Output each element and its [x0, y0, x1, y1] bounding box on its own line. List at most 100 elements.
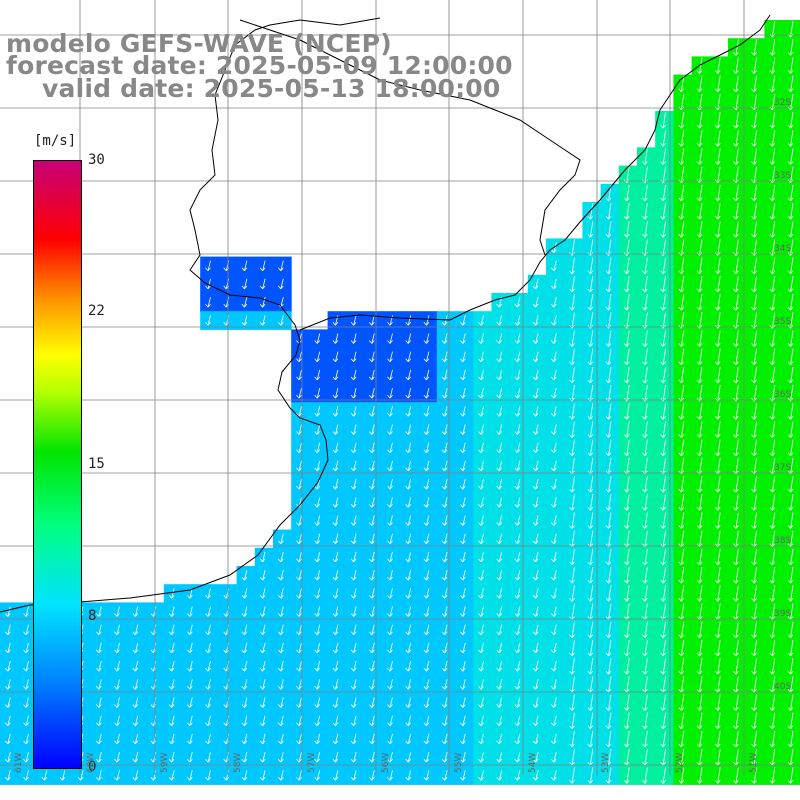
longitude-label: 57W	[307, 752, 317, 773]
latitude-label: 36S	[774, 390, 792, 400]
wind-cell	[782, 420, 800, 440]
wind-cell	[782, 274, 800, 294]
wind-arrow	[678, 184, 685, 202]
wind-arrow	[696, 257, 703, 274]
wind-arrow	[660, 112, 666, 129]
wind-arrow	[605, 257, 612, 274]
wind-arrow	[769, 257, 776, 274]
longitude-label: 56W	[381, 752, 391, 773]
wind-arrow	[696, 130, 703, 147]
wind-arrow	[769, 275, 776, 293]
wind-arrow	[787, 184, 794, 202]
wind-arrow	[569, 275, 575, 293]
wind-arrow	[678, 257, 685, 274]
wind-cell	[782, 675, 800, 694]
wind-arrow	[714, 257, 721, 274]
wind-arrow	[550, 278, 557, 290]
wind-arrow	[587, 221, 594, 238]
wind-arrow	[696, 184, 703, 202]
latitude-label: 35S	[774, 317, 792, 327]
wind-arrow	[714, 184, 721, 202]
wind-cell	[782, 256, 800, 276]
wind-arrow	[569, 294, 575, 311]
wind-arrow	[660, 148, 666, 165]
wind-arrow	[277, 315, 284, 326]
wind-arrow	[696, 203, 703, 220]
wind-arrow	[751, 39, 757, 56]
wind-arrow	[259, 278, 266, 290]
wind-cell	[782, 111, 800, 130]
wind-arrow	[769, 57, 776, 74]
wind-arrow	[623, 221, 630, 238]
wind-arrow	[587, 203, 594, 220]
wind-arrow	[714, 294, 721, 311]
wind-cell	[782, 511, 800, 531]
wind-arrow	[550, 242, 557, 253]
wind-arrow	[550, 315, 557, 326]
wind-arrow	[787, 294, 794, 311]
wind-arrow	[769, 112, 776, 129]
wind-arrow	[696, 294, 703, 311]
wind-cell	[782, 402, 800, 421]
wind-cell	[782, 529, 800, 549]
wind-arrow	[714, 57, 721, 74]
wind-cell	[782, 584, 800, 603]
wind-arrow	[678, 275, 685, 293]
wind-arrow	[751, 203, 757, 220]
wind-arrow	[787, 257, 794, 274]
valid-date: valid date: 2025-05-13 18:00:00	[42, 74, 501, 103]
wind-cell	[782, 493, 800, 512]
wind-arrow	[751, 148, 757, 165]
wind-arrow	[787, 130, 794, 147]
wind-cell	[782, 293, 800, 312]
wind-arrow	[751, 294, 757, 311]
colorbar-unit: [m/s]	[34, 133, 77, 149]
latitude-label: 39S	[774, 609, 792, 619]
wind-cell	[782, 311, 800, 330]
wind-cell	[782, 220, 800, 239]
wind-cell	[782, 711, 800, 731]
longitude-label: 55W	[454, 752, 464, 773]
latitude-label: 37S	[774, 463, 792, 473]
wind-cell	[782, 748, 800, 767]
wind-arrow	[787, 75, 794, 92]
wind-arrow	[660, 130, 666, 147]
colorbar	[33, 160, 82, 769]
wind-arrow	[277, 260, 284, 271]
wind-arrow	[733, 294, 739, 311]
wind-arrow	[623, 203, 630, 220]
wind-arrow	[569, 257, 575, 274]
wind-speed-cells	[0, 20, 800, 785]
wind-arrow	[205, 297, 211, 308]
wind-cell	[782, 475, 800, 494]
wind-arrow	[751, 184, 757, 202]
wind-arrow	[769, 39, 776, 56]
wind-arrow	[623, 275, 630, 293]
wind-arrow	[642, 148, 648, 165]
wind-arrow	[678, 294, 685, 311]
wind-arrow	[605, 221, 612, 238]
wind-cell	[782, 566, 800, 585]
colorbar-tick: 15	[88, 456, 105, 472]
wind-arrow	[751, 112, 757, 129]
wind-arrow	[478, 315, 484, 326]
wind-arrow	[277, 278, 284, 290]
wind-arrow	[259, 315, 266, 326]
wind-arrow	[205, 278, 211, 290]
wind-arrow	[769, 75, 776, 92]
longitude-label: 54W	[528, 752, 538, 773]
wind-arrow	[733, 257, 739, 274]
wind-cell	[782, 693, 800, 713]
wind-arrow	[714, 75, 721, 92]
wind-cell	[782, 202, 800, 221]
wind-arrow	[678, 130, 685, 147]
wind-cell	[782, 766, 800, 785]
wind-arrow	[368, 315, 375, 326]
wind-arrow	[532, 315, 539, 326]
wind-arrow	[714, 130, 721, 147]
wind-arrow	[733, 39, 739, 56]
wind-arrow	[241, 260, 248, 271]
wind-arrow	[787, 203, 794, 220]
wind-arrow	[459, 315, 466, 326]
